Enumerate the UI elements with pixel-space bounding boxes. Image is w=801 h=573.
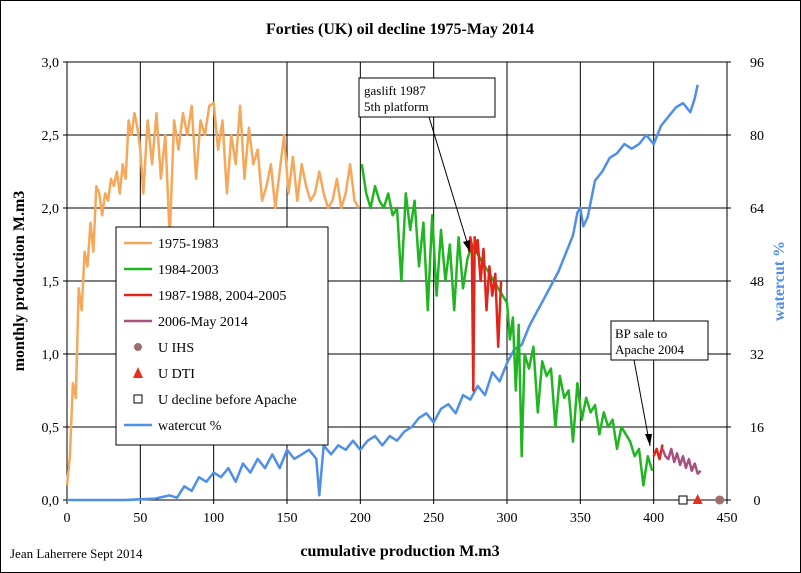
gaslift-pointer-line — [428, 116, 471, 253]
legend-label: 1984-2003 — [158, 263, 219, 278]
series-line-1987-1988-2004-2005-2 — [652, 444, 664, 461]
series-layer — [65, 84, 725, 505]
y-tick-label: 2,5 — [42, 129, 60, 144]
gaslift-annotation-line2: 5th platform — [364, 99, 429, 114]
y-tick-label: 2,0 — [42, 202, 60, 217]
legend-label: 2006-May 2014 — [158, 315, 248, 330]
series-line-1984-2003 — [360, 164, 654, 487]
x-axis-label: cumulative production M.m3 — [300, 543, 499, 560]
x-tick-label: 300 — [497, 511, 518, 526]
x-tick-label: 0 — [64, 511, 71, 526]
bp-pointer-line — [633, 359, 651, 447]
legend: 1975-1983 1984-2003 1987-1988, 2004-2005 20… — [115, 226, 329, 446]
bp-pointer-arrow — [645, 434, 652, 446]
legend-label: U DTI — [158, 367, 195, 382]
y-tick-label: 1,5 — [42, 275, 60, 290]
legend-label: U decline before Apache — [158, 393, 297, 408]
series-line-2006-may-2014 — [661, 447, 702, 475]
x-tick-label: 150 — [277, 511, 298, 526]
y2-tick-label: 48 — [750, 275, 764, 290]
x-tick-label: 50 — [133, 511, 147, 526]
gaslift-annotation-box — [358, 77, 496, 118]
y2-axis-ticks: 0 16 32 48 64 80 96 — [727, 56, 764, 509]
x-tick-label: 100 — [203, 511, 224, 526]
y-tick-label: 0,0 — [42, 494, 60, 509]
bp-annotation-line2: Apache 2004 — [615, 342, 684, 357]
chart-title: Forties (UK) oil decline 1975-May 2014 — [266, 21, 534, 38]
series-marker-u-ihs — [715, 495, 725, 505]
series-marker-u-decline-before-apache — [678, 495, 688, 505]
x-tick-label: 400 — [643, 511, 664, 526]
y2-axis-label: watercut % — [771, 241, 788, 321]
series-line-1987-1988-2004-2005-1 — [467, 235, 503, 392]
x-tick-label: 350 — [570, 511, 591, 526]
y-tick-label: 0,5 — [42, 421, 60, 436]
credit-text: Jean Laherrere Sept 2014 — [10, 546, 143, 561]
legend-swatch-triangle — [133, 367, 143, 378]
bp-annotation-box — [610, 320, 709, 361]
y-axis-ticks: 0,0 0,5 1,0 1,5 2,0 2,5 3,0 — [42, 56, 67, 509]
y2-tick-label: 32 — [750, 348, 764, 363]
legend-swatch-square — [133, 394, 143, 404]
y-tick-label: 3,0 — [42, 56, 60, 71]
y-axis-label: monthly production M.m3 — [11, 191, 28, 372]
annotation-layer: gaslift 1987 5th platform BP sale to Apa… — [358, 77, 709, 447]
y2-tick-label: 96 — [750, 56, 764, 71]
y2-tick-label: 64 — [750, 202, 764, 217]
y-tick-label: 1,0 — [42, 348, 60, 363]
legend-label: 1975-1983 — [158, 237, 219, 252]
y2-tick-label: 80 — [750, 129, 764, 144]
y2-tick-label: 16 — [750, 421, 764, 436]
x-axis-ticks: 0 50 100 150 200 250 300 350 400 450 — [64, 500, 738, 526]
x-tick-label: 200 — [350, 511, 371, 526]
bp-annotation-line1: BP sale to — [615, 326, 667, 341]
series-line-watercut — [67, 84, 699, 502]
x-tick-label: 250 — [423, 511, 444, 526]
y2-tick-label: 0 — [754, 494, 761, 509]
legend-swatch-circle — [134, 343, 142, 351]
gaslift-pointer-arrow — [463, 240, 470, 252]
legend-label: U IHS — [158, 341, 194, 356]
x-tick-label: 450 — [717, 511, 738, 526]
series-marker-u-dti — [692, 494, 703, 504]
series-line-1975-1983 — [65, 101, 360, 486]
legend-box — [115, 226, 329, 446]
legend-label: 1987-1988, 2004-2005 — [158, 289, 286, 304]
legend-label: watercut % — [158, 419, 222, 434]
gaslift-annotation-line1: gaslift 1987 — [364, 83, 426, 98]
